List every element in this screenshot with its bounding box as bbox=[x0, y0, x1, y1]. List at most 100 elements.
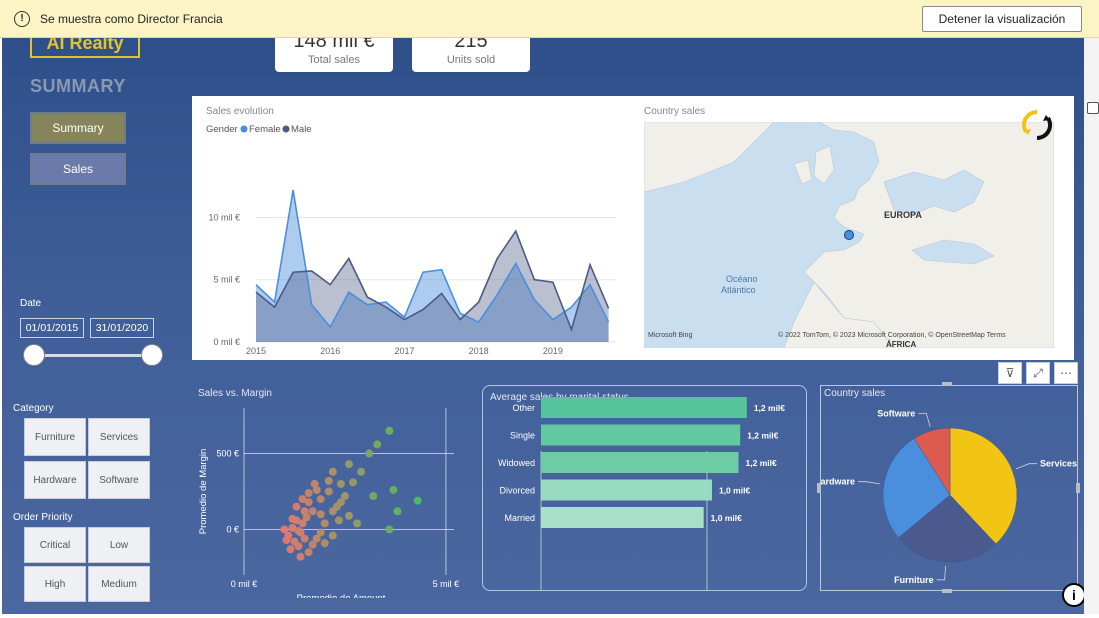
pie-leader-line bbox=[858, 481, 880, 485]
marital-status-chart[interactable]: Average sales by marital status Other1,2… bbox=[482, 385, 807, 591]
label-africa: ÁFRICA bbox=[886, 340, 917, 348]
scatter-point bbox=[282, 536, 291, 545]
pie-label-software: Software bbox=[877, 408, 915, 418]
scatter-point bbox=[304, 548, 313, 557]
bar bbox=[541, 507, 704, 528]
pie-leader-line bbox=[918, 412, 931, 427]
map-bing-logo: Microsoft Bing bbox=[648, 332, 693, 339]
resize-handle[interactable] bbox=[1076, 483, 1080, 493]
scatter-point bbox=[316, 528, 325, 537]
bar-value-label: 1,2 mil€ bbox=[746, 458, 777, 468]
pane-toggle-icon[interactable] bbox=[1087, 102, 1099, 114]
date-range-track[interactable] bbox=[34, 354, 154, 357]
priority-low-button[interactable]: Low bbox=[88, 527, 150, 563]
scatter-point bbox=[296, 552, 305, 561]
bar-category-label: Married bbox=[504, 513, 535, 523]
category-services-button[interactable]: Services bbox=[88, 418, 150, 456]
legend-male-marker bbox=[282, 125, 290, 133]
legend-female-label: Female bbox=[249, 124, 281, 135]
kpi-total-sales: 148 mil € Total sales bbox=[275, 38, 393, 72]
top-visual-panel: Sales evolution Gender Female Male 0 mil €… bbox=[192, 96, 1074, 360]
visual-header-toolbar: ⊽ ⤢ ⋯ bbox=[998, 362, 1078, 384]
area-female bbox=[256, 189, 609, 342]
priority-critical-button[interactable]: Critical bbox=[24, 527, 86, 563]
refresh-icon[interactable] bbox=[1020, 108, 1054, 142]
more-options-icon[interactable]: ⋯ bbox=[1054, 362, 1078, 384]
legend-female-marker bbox=[240, 125, 248, 133]
sales-evolution-chart[interactable]: Gender Female Male 0 mil € 5 mil € 10 mil € 2… bbox=[192, 110, 632, 360]
label-ocean-2: Atlántico bbox=[721, 285, 756, 295]
marital-bar-frame bbox=[482, 385, 807, 591]
filter-icon[interactable]: ⊽ bbox=[998, 362, 1022, 384]
x-tick-label: 2018 bbox=[469, 346, 489, 356]
info-icon[interactable]: i bbox=[1062, 583, 1084, 607]
scatter-point bbox=[302, 513, 311, 522]
scatter-point bbox=[308, 540, 317, 549]
category-hardware-button[interactable]: Hardware bbox=[24, 461, 86, 499]
priority-medium-button[interactable]: Medium bbox=[88, 566, 150, 602]
side-pane-strip bbox=[1084, 38, 1099, 614]
map-attribution[interactable]: © 2022 TomTom, © 2023 Microsoft Corporat… bbox=[778, 332, 1006, 339]
scatter-point bbox=[385, 525, 394, 534]
nav-summary-button[interactable]: Summary bbox=[30, 112, 126, 144]
priority-high-button[interactable]: High bbox=[24, 566, 86, 602]
scatter-point bbox=[310, 479, 319, 488]
resize-handle[interactable] bbox=[942, 382, 952, 386]
bar bbox=[541, 424, 741, 446]
x-tick-label: 2017 bbox=[394, 346, 414, 356]
resize-handle[interactable] bbox=[942, 589, 952, 593]
pie-label-furniture: Furniture bbox=[894, 575, 934, 585]
scatter-point bbox=[336, 498, 345, 507]
date-from-input[interactable]: 01/01/2015 bbox=[20, 318, 84, 338]
scatter-point bbox=[373, 440, 382, 449]
scatter-point bbox=[298, 519, 307, 528]
y-tick-label: 0 € bbox=[226, 524, 239, 534]
scatter-point bbox=[324, 487, 333, 496]
country-sales-pie[interactable]: Country sales Services Furniture Hardware S… bbox=[820, 385, 1078, 591]
date-slicer-label: Date bbox=[20, 298, 42, 309]
scatter-point bbox=[345, 460, 353, 469]
scatter-point bbox=[336, 479, 345, 488]
sales-evolution-title: Sales evolution bbox=[206, 106, 274, 117]
pie-slice-hardware bbox=[882, 438, 951, 539]
scatter-point bbox=[312, 534, 321, 543]
sales-vs-margin-chart[interactable]: Sales vs. Margin 0 € 500 € 0 mil € 5 mil € P… bbox=[192, 383, 462, 598]
scatter-point bbox=[300, 507, 309, 516]
y-tick-label: 10 mil € bbox=[208, 212, 240, 222]
bar-category-label: Other bbox=[512, 403, 535, 413]
x-tick-label: 0 mil € bbox=[231, 579, 258, 589]
focus-mode-icon[interactable]: ⤢ bbox=[1026, 362, 1050, 384]
scatter-point bbox=[304, 498, 313, 507]
nav-sales-button[interactable]: Sales bbox=[30, 153, 126, 185]
report-canvas: AI Realty SUMMARY Summary Sales 148 mil … bbox=[2, 38, 1084, 614]
scatter-point bbox=[334, 516, 343, 525]
stop-viewing-button[interactable]: Detener la visualización bbox=[922, 6, 1082, 32]
category-furniture-button[interactable]: Furniture bbox=[24, 418, 86, 456]
x-tick-label: 2015 bbox=[246, 346, 266, 356]
bar-category-label: Divorced bbox=[499, 486, 535, 496]
category-software-button[interactable]: Software bbox=[88, 461, 150, 499]
x-tick-label: 2019 bbox=[543, 346, 563, 356]
scatter-point bbox=[353, 519, 362, 528]
bar bbox=[541, 479, 712, 501]
map-land bbox=[644, 122, 1054, 348]
country-sales-map[interactable]: EUROPA Océano Atlántico ÁFRICA Microsoft… bbox=[644, 122, 1054, 348]
pie-label-services: Services bbox=[1040, 459, 1077, 469]
legend-title: Gender bbox=[206, 124, 238, 135]
pie-leader-line bbox=[1015, 463, 1038, 470]
scatter-point bbox=[328, 467, 337, 476]
bar-category-label: Widowed bbox=[498, 458, 535, 468]
date-range-start-handle[interactable] bbox=[23, 344, 45, 366]
resize-handle[interactable] bbox=[817, 483, 821, 493]
scatter-point bbox=[345, 511, 353, 520]
scatter-point bbox=[349, 478, 358, 487]
area-male bbox=[256, 231, 609, 342]
date-range-end-handle[interactable] bbox=[141, 344, 163, 366]
scatter-point bbox=[300, 534, 309, 543]
scatter-point bbox=[357, 467, 366, 476]
scatter-point bbox=[286, 545, 295, 554]
bar-value-label: 1,2 mil€ bbox=[754, 403, 785, 413]
country-map-title: Country sales bbox=[644, 106, 706, 117]
pie-label-hardware: Hardware bbox=[820, 477, 855, 487]
date-to-input[interactable]: 31/01/2020 bbox=[90, 318, 154, 338]
